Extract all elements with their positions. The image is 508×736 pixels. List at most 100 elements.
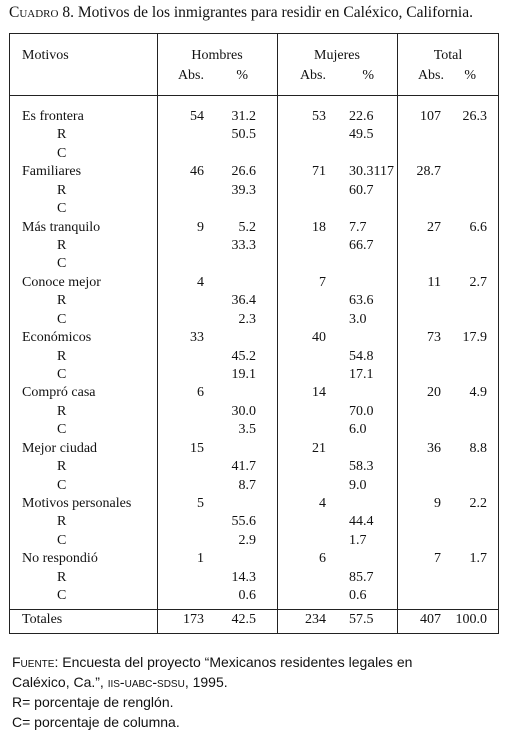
cell-mujeres-pct: 3.0 (349, 311, 367, 327)
cell-total-pct: 4.9 (469, 385, 488, 401)
cell-hombres-pct: 55.6 (231, 514, 257, 530)
cell-hombres-abs: 15 (190, 440, 204, 456)
cell-mujeres-pct: 7.7 (349, 219, 367, 235)
header-mujeres: Mujeres (314, 48, 360, 63)
cell-mujeres-pct: 44.4 (349, 514, 374, 530)
source-note: Fuente: Encuesta del proyecto “Mexicanos… (12, 652, 502, 672)
column-divider (397, 33, 398, 634)
cell-mujeres-abs: 21 (312, 440, 326, 456)
source-year: , 1995. (184, 674, 228, 690)
cell-total-abs: 36 (427, 440, 441, 456)
row-label: Familiares (22, 164, 82, 180)
header-motivos: Motivos (22, 48, 69, 63)
cell-hombres-pct: 42.5 (231, 612, 257, 627)
cell-mujeres-abs: 4 (319, 496, 326, 512)
cell-hombres-abs: 4 (197, 274, 204, 290)
cell-total-abs: 11 (427, 274, 441, 290)
cell-hombres-abs: 1 (197, 551, 204, 567)
cell-hombres-pct: 41.7 (231, 459, 257, 475)
cell-mujeres-pct: 60.7 (349, 182, 374, 198)
cell-hombres-pct: 3.5 (238, 422, 257, 438)
subheader-pct: % (362, 68, 374, 83)
source-label: Fuente (12, 654, 55, 670)
column-divider (157, 33, 158, 634)
cell-total-abs: 7 (434, 551, 441, 567)
source-text: : Encuesta del proyecto “Mexicanos resid… (54, 654, 413, 670)
note-c: C= porcentaje de columna. (12, 714, 180, 730)
cell-total-pct: 100.0 (455, 612, 488, 627)
cell-total-abs: 73 (427, 330, 441, 346)
note-r: R= porcentaje de renglón. (12, 694, 174, 710)
row-label: R (57, 403, 67, 419)
header-rule (9, 95, 499, 96)
row-label: R (57, 514, 67, 530)
row-label: Mejor ciudad (22, 440, 98, 456)
totals-rule (9, 609, 499, 610)
header-total: Total (433, 48, 463, 63)
cell-mujeres-pct: 30.3117 (349, 164, 394, 180)
cell-hombres-abs: 46 (190, 164, 204, 180)
cell-mujeres-pct: 63.6 (349, 293, 374, 309)
table-caption: Cuadro 8. Motivos de los inmigrantes par… (9, 4, 504, 22)
cell-mujeres-abs: 7 (319, 274, 326, 290)
cell-total-abs: 28.7 (416, 164, 442, 180)
cell-hombres-pct: 31.2 (231, 109, 257, 124)
cell-mujeres-abs: 234 (305, 612, 326, 627)
cell-hombres-abs: 54 (190, 109, 204, 124)
cell-mujeres-pct: 57.5 (349, 612, 374, 627)
source-text: Caléxico, Ca.”, (12, 674, 108, 690)
cell-hombres-pct: 30.0 (231, 403, 257, 419)
cell-hombres-pct: 2.9 (238, 532, 257, 548)
cell-mujeres-pct: 22.6 (349, 109, 374, 124)
subheader-abs: Abs. (299, 68, 326, 83)
cell-total-abs: 9 (434, 496, 441, 512)
cell-hombres-pct: 39.3 (231, 182, 257, 198)
row-label: C (57, 588, 67, 604)
row-label: Compró casa (22, 385, 96, 401)
row-label: Conoce mejor (22, 274, 101, 290)
source-institution: iis-uabc-sdsu (107, 674, 185, 690)
cell-total-pct: 8.8 (469, 440, 488, 456)
table-frame (9, 33, 499, 634)
cell-mujeres-abs: 18 (312, 219, 326, 235)
row-label: C (57, 145, 67, 161)
cell-hombres-abs: 5 (197, 496, 204, 512)
cell-hombres-pct: 36.4 (231, 293, 257, 309)
row-label: C (57, 256, 67, 272)
subheader-pct: % (236, 68, 248, 83)
row-label: C (57, 532, 67, 548)
cell-mujeres-pct: 66.7 (349, 238, 374, 253)
row-label: C (57, 422, 67, 438)
subheader-abs: Abs. (417, 68, 444, 83)
row-label: C (57, 477, 67, 493)
subheader-pct: % (464, 68, 476, 83)
cell-hombres-pct: 14.3 (231, 569, 257, 585)
row-label: R (57, 238, 67, 253)
cell-hombres-pct: 26.6 (231, 164, 257, 180)
cell-hombres-pct: 8.7 (238, 477, 257, 493)
row-label: R (57, 348, 67, 364)
source-note-continued: Caléxico, Ca.”, iis-uabc-sdsu, 1995. (12, 672, 502, 692)
cell-hombres-abs: 6 (197, 385, 204, 401)
cell-hombres-abs: 9 (197, 219, 204, 235)
row-label: Económicos (22, 330, 92, 346)
row-label: C (57, 201, 67, 217)
cell-hombres-pct: 33.3 (231, 238, 257, 253)
cell-mujeres-abs: 14 (312, 385, 326, 401)
row-label: Más tranquilo (22, 219, 101, 235)
cell-total-pct: 2.2 (469, 496, 488, 512)
row-label: Es frontera (22, 109, 84, 124)
cell-total-pct: 17.9 (462, 330, 488, 346)
cell-hombres-pct: 2.3 (238, 311, 257, 327)
cell-hombres-pct: 5.2 (238, 219, 257, 235)
caption-title: Motivos de los inmigrantes para residir … (77, 4, 473, 21)
cell-mujeres-pct: 58.3 (349, 459, 374, 475)
column-divider (277, 33, 278, 634)
row-label: Motivos personales (22, 496, 132, 512)
cell-mujeres-abs: 53 (312, 109, 326, 124)
cell-hombres-pct: 45.2 (231, 348, 257, 364)
row-label: C (57, 311, 67, 327)
cell-mujeres-pct: 0.6 (349, 588, 367, 604)
caption-number: 8. (62, 4, 74, 21)
row-label: No respondió (22, 551, 98, 567)
